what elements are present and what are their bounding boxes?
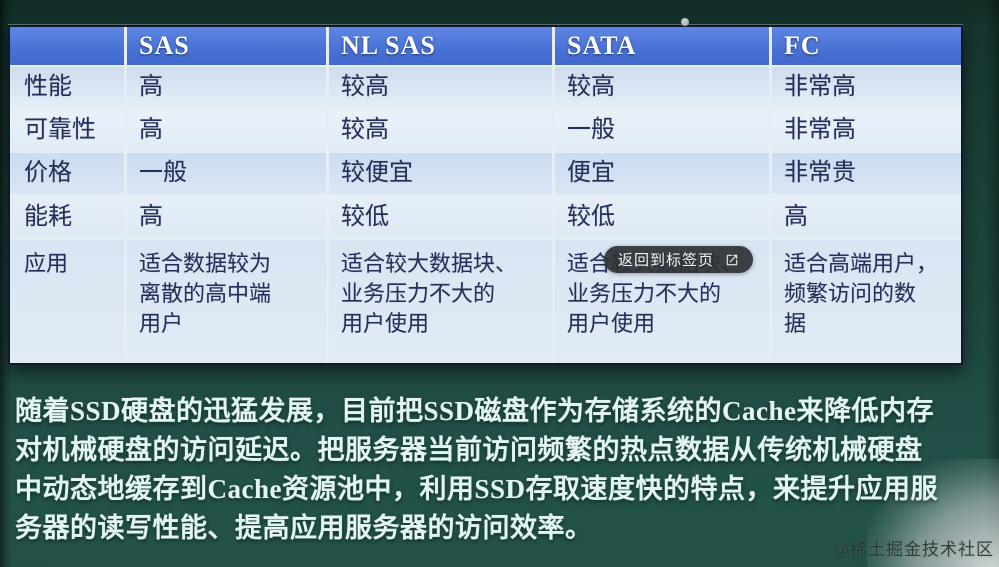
header-cell-empty <box>10 27 124 65</box>
table-cell: 高 <box>127 110 326 151</box>
table-cell: 一般 <box>127 153 326 194</box>
table-cell: 非常贵 <box>772 153 961 194</box>
table-cell: 适合较大数据块、 业务压力不大的 用户使用 <box>329 240 552 363</box>
header-cell-sas: SAS <box>127 27 326 65</box>
corner-light-blob <box>867 459 999 567</box>
table-cell: 较高 <box>329 67 552 108</box>
ssd-paragraph: 随着SSD硬盘的迅猛发展，目前把SSD磁盘作为存储系统的Cache来降低内存 对… <box>15 392 987 548</box>
table-cell: 高 <box>772 196 961 238</box>
row-label-application: 应用 <box>10 240 124 363</box>
table-cell: 便宜 <box>555 153 769 194</box>
table-cell: 较高 <box>329 110 552 151</box>
table-cell: 较低 <box>555 196 769 238</box>
paragraph-line: 对机械硬盘的访问延迟。把服务器当前访问频繁的热点数据从传统机械硬盘 <box>15 435 923 465</box>
table-cell: 非常高 <box>772 110 961 151</box>
header-cell-nl-sas: NL SAS <box>329 27 552 65</box>
paragraph-line: 中动态地缓存到Cache资源池中，利用SSD存取速度快的特点，来提升应用服 <box>15 474 939 504</box>
row-label-performance: 性能 <box>10 67 124 108</box>
disk-comparison-table: SAS NL SAS SATA FC 性能 高 较高 较高 非常高 可靠性 高 … <box>8 25 963 365</box>
row-label-price: 价格 <box>10 153 124 194</box>
table-cell: 较高 <box>555 67 769 108</box>
table-cell: 较便宜 <box>329 153 552 194</box>
paragraph-line: 务器的读写性能、提高应用服务器的访问效率。 <box>15 513 593 543</box>
row-label-power-consumption: 能耗 <box>10 196 124 238</box>
table-cell: 一般 <box>555 110 769 151</box>
header-cell-sata: SATA <box>555 27 769 65</box>
back-to-tab-label: 返回到标签页 <box>618 252 715 269</box>
marker-dot <box>681 18 689 26</box>
back-to-tab-button[interactable]: 返回到标签页 <box>604 246 754 273</box>
row-label-reliability: 可靠性 <box>10 110 124 151</box>
open-in-new-icon <box>725 253 739 267</box>
table-cell: 较低 <box>329 196 552 238</box>
table-cell: 高 <box>127 196 326 238</box>
paragraph-line: 随着SSD硬盘的迅猛发展，目前把SSD磁盘作为存储系统的Cache来降低内存 <box>15 396 935 426</box>
table-cell: 非常高 <box>772 67 961 108</box>
watermark: @稀土掘金技术社区 <box>831 540 994 559</box>
header-cell-fc: FC <box>772 27 961 65</box>
table-cell: 高 <box>127 67 326 108</box>
table-cell: 适合高端用户， 频繁访问的数 据 <box>772 240 961 363</box>
table-cell: 适合数据较为 离散的高中端 用户 <box>127 240 326 363</box>
